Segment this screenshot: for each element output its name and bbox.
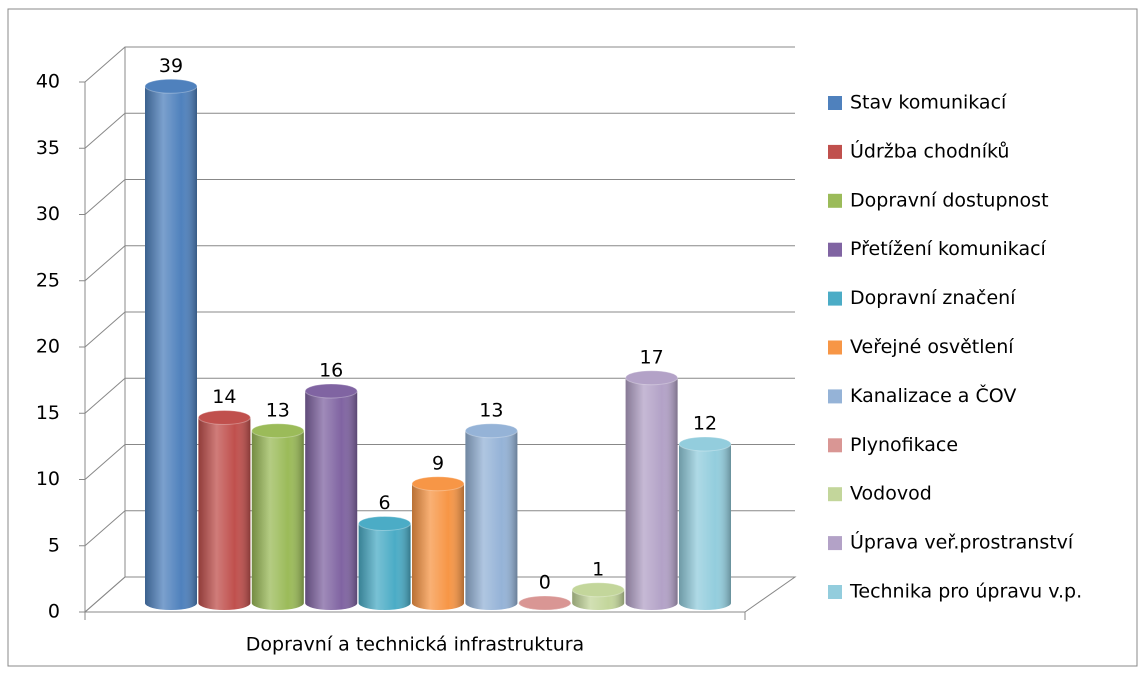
legend-label: Veřejné osvětlení	[850, 336, 1014, 358]
bar-top	[144, 78, 198, 94]
legend-label: Dopravní dostupnost	[850, 189, 1049, 211]
data-label: 9	[432, 452, 444, 474]
legend-swatch	[828, 487, 842, 502]
grid-line	[84, 46, 795, 83]
data-label: 39	[159, 55, 183, 77]
bar-top	[411, 476, 465, 492]
legend-label: Údržba chodníků	[850, 138, 1009, 162]
grid-line	[84, 377, 795, 414]
grid-line	[84, 245, 795, 282]
bar-top	[358, 516, 412, 531]
legend-swatch	[828, 242, 842, 257]
grid-line	[84, 444, 795, 480]
bar-top	[625, 370, 679, 386]
data-label: 12	[693, 413, 717, 435]
data-label: 13	[266, 399, 290, 421]
legend-swatch	[828, 585, 842, 599]
bar-shading	[679, 444, 731, 610]
bar-shading	[305, 391, 358, 610]
bar-top	[678, 436, 732, 452]
legend-label: Dopravní značení	[850, 287, 1016, 309]
y-tick-label: 20	[36, 336, 60, 358]
grid-line	[84, 311, 795, 348]
legend-label: Plynofikace	[850, 434, 958, 456]
data-label: 6	[379, 492, 391, 514]
grid-line	[84, 179, 795, 215]
bar-shading	[625, 377, 678, 610]
legend-swatch	[828, 340, 842, 355]
data-label: 0	[539, 572, 551, 594]
bar-shading	[358, 523, 411, 610]
legend-label: Stav komunikací	[850, 92, 1007, 114]
y-tick-label: 30	[36, 203, 60, 225]
bar-top	[304, 383, 358, 399]
legend-swatch	[828, 536, 842, 551]
y-tick-label: 35	[36, 137, 60, 159]
data-label: 14	[212, 386, 236, 408]
legend-label: Přetížení komunikací	[850, 238, 1047, 260]
bar-shading	[465, 430, 518, 610]
legend-label: Vodovod	[850, 483, 932, 505]
bar-shading	[145, 86, 197, 610]
legend-swatch	[828, 144, 842, 159]
bar-top	[518, 595, 572, 611]
grid-line	[84, 576, 795, 613]
y-tick-label: 10	[36, 468, 60, 490]
x-tick-label: Dopravní a technická infrastruktura	[246, 634, 584, 656]
y-tick-label: 40	[36, 71, 60, 93]
data-label: 13	[479, 399, 503, 421]
bar-shading	[198, 417, 251, 610]
legend-swatch	[828, 96, 842, 110]
grid-line	[84, 510, 795, 547]
bar-shading	[412, 483, 464, 610]
y-tick-label: 0	[48, 601, 60, 623]
bar-top	[464, 423, 518, 439]
bar-top	[197, 410, 251, 425]
legend-swatch	[828, 291, 842, 306]
bar-shading	[251, 430, 304, 610]
y-tick-label: 25	[36, 269, 60, 291]
legend-label: Úprava veř.prostranství	[850, 530, 1074, 554]
data-label: 17	[640, 346, 664, 368]
y-tick-label: 5	[48, 534, 60, 556]
bar-top	[251, 423, 305, 439]
data-label: 1	[592, 558, 604, 580]
grid-line	[84, 112, 795, 149]
data-label: 16	[319, 360, 343, 382]
bar-top	[571, 582, 625, 598]
legend-swatch	[828, 193, 842, 208]
legend-swatch	[828, 389, 842, 404]
legend-swatch	[828, 438, 842, 453]
legend-label: Kanalizace a ČOV	[850, 383, 1016, 407]
y-tick-label: 15	[36, 402, 60, 424]
legend-label: Technika pro úpravu v.p.	[849, 581, 1082, 603]
